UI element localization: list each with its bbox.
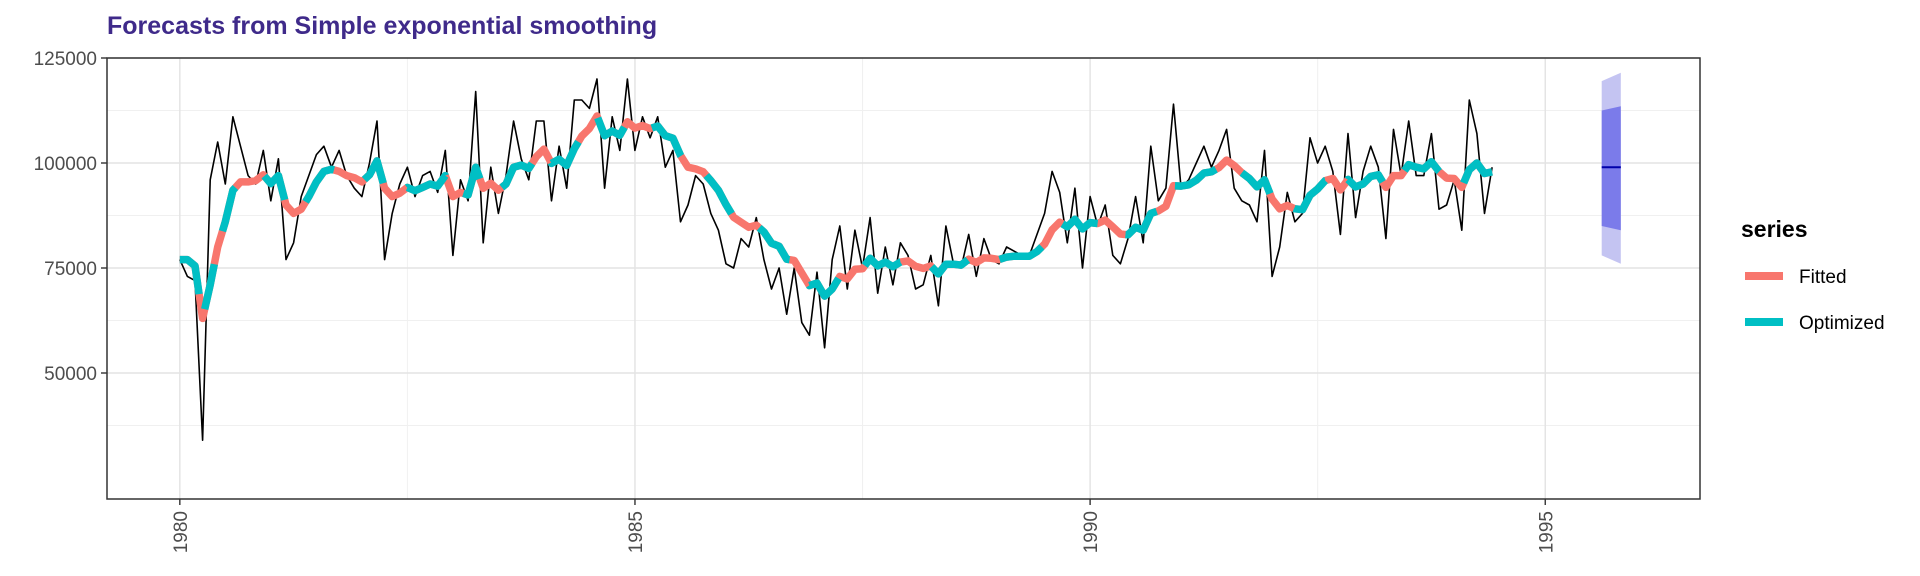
plot-background <box>107 58 1700 499</box>
grid-minor <box>107 58 1700 499</box>
chart-title: Forecasts from Simple exponential smooth… <box>107 12 657 40</box>
interval-80 <box>1601 106 1621 231</box>
x-tick-label: 1995 <box>1536 511 1557 553</box>
series-data-line <box>179 78 1493 442</box>
legend: series Fitted Optimized <box>1741 216 1885 334</box>
x-axis: 1980 1985 1990 1995 <box>171 499 1557 553</box>
y-tick-label: 100000 <box>34 154 97 175</box>
y-tick-label: 50000 <box>44 364 97 385</box>
series-lines <box>179 78 1493 442</box>
legend-label-optimized: Optimized <box>1799 313 1885 334</box>
x-tick-label: 1980 <box>171 511 192 553</box>
y-tick-label: 125000 <box>34 49 97 70</box>
x-tick-label: 1990 <box>1081 511 1102 553</box>
prediction-intervals <box>1601 72 1621 264</box>
legend-title: series <box>1741 216 1808 242</box>
x-tick-label: 1985 <box>626 511 647 553</box>
plot-panel-border <box>106 57 1701 500</box>
y-tick-label: 75000 <box>44 259 97 280</box>
legend-label-fitted: Fitted <box>1799 267 1847 288</box>
series-optimized-line <box>179 112 1493 323</box>
y-axis: 50000 75000 100000 125000 <box>34 49 107 385</box>
